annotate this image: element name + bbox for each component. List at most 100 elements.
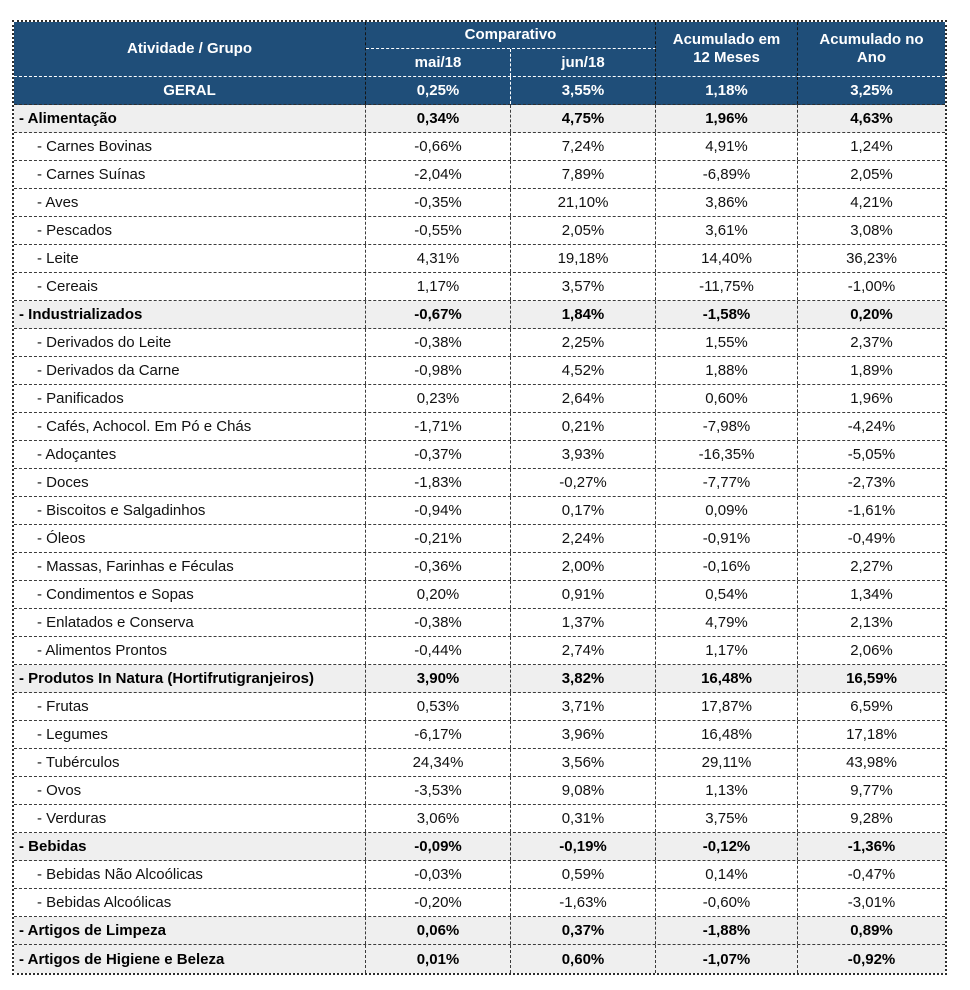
row-value-ano: 6,59% [850, 698, 893, 715]
row-value-ano: -0,49% [847, 530, 896, 547]
row-value-ano: 0,89% [850, 922, 893, 939]
row-label: - Derivados da Carne [14, 357, 366, 384]
table-row: - Legumes -6,17% 3,96% 16,48% 17,18% [14, 721, 945, 749]
header-comparativo-label: Comparativo [464, 26, 557, 43]
row-value-mai18: -0,55% [366, 217, 511, 244]
row-label: - Cafés, Achocol. Em Pó e Chás [14, 413, 366, 440]
row-value-jun18: 2,24% [511, 525, 656, 552]
row-value-jun18: -0,19% [511, 833, 656, 860]
row-value-jun18: 7,24% [511, 133, 656, 160]
row-value-jun18: 21,10% [511, 189, 656, 216]
header-jun18: jun/18 [511, 49, 656, 76]
row-label: - Condimentos e Sopas [14, 581, 366, 608]
row-label: - Verduras [14, 805, 366, 832]
row-value-jun18: 4,52% [511, 357, 656, 384]
table-row: - Leite 4,31% 19,18% 14,40% 36,23% [14, 245, 945, 273]
row-value-12meses: 1,13% [656, 777, 798, 804]
row-value-jun18: 2,64% [511, 385, 656, 412]
row-value-mai18: -3,53% [366, 777, 511, 804]
row-value-ano: -1,00% [847, 278, 896, 295]
row-value-ano: 4,21% [850, 194, 893, 211]
row-value-jun18: 1,84% [511, 301, 656, 328]
row-label: - Alimentação [14, 105, 366, 132]
table-row: - Cereais 1,17% 3,57% -11,75% -1,00% [14, 273, 945, 301]
row-value-12meses: 0,14% [656, 861, 798, 888]
header-acumulado-12-line1: Acumulado em [672, 31, 781, 48]
row-value-jun18: -0,27% [511, 469, 656, 496]
row-value-12meses: 16,48% [656, 665, 798, 692]
row-value-ano: 1,34% [850, 586, 893, 603]
row-value-12meses: -1,88% [656, 917, 798, 944]
row-value-12meses: 4,79% [656, 609, 798, 636]
row-value-jun18: 0,60% [511, 945, 656, 973]
row-value-ano: -2,73% [847, 474, 896, 491]
row-value-mai18: 0,20% [366, 581, 511, 608]
row-value-ano: -3,01% [847, 894, 896, 911]
table-row: - Carnes Bovinas -0,66% 7,24% 4,91% 1,24… [14, 133, 945, 161]
row-label: - Enlatados e Conserva [14, 609, 366, 636]
row-value-ano: 2,05% [850, 166, 893, 183]
row-value-mai18: 0,23% [366, 385, 511, 412]
table-row: - Adoçantes -0,37% 3,93% -16,35% -5,05% [14, 441, 945, 469]
table-row: - Ovos -3,53% 9,08% 1,13% 9,77% [14, 777, 945, 805]
row-label: - Massas, Farinhas e Féculas [14, 553, 366, 580]
row-label: - Carnes Suínas [14, 161, 366, 188]
row-label: - Frutas [14, 693, 366, 720]
row-value-mai18: 3,06% [366, 805, 511, 832]
row-label: - Leite [14, 245, 366, 272]
row-value-12meses: -7,77% [656, 469, 798, 496]
row-value-jun18: 3,57% [511, 273, 656, 300]
table-row: - Frutas 0,53% 3,71% 17,87% 6,59% [14, 693, 945, 721]
row-value-mai18: 0,01% [366, 945, 511, 973]
row-value-ano: 9,28% [850, 810, 893, 827]
row-value-jun18: 0,31% [511, 805, 656, 832]
table-row: - Biscoitos e Salgadinhos -0,94% 0,17% 0… [14, 497, 945, 525]
table-row: - Condimentos e Sopas 0,20% 0,91% 0,54% … [14, 581, 945, 609]
row-value-jun18: 1,37% [511, 609, 656, 636]
row-value-ano: 9,77% [850, 782, 893, 799]
row-label: - Carnes Bovinas [14, 133, 366, 160]
row-value-12meses: 17,87% [656, 693, 798, 720]
table-row: - Bebidas Não Alcoólicas -0,03% 0,59% 0,… [14, 861, 945, 889]
row-value-mai18: -1,83% [366, 469, 511, 496]
row-value-ano: -1,36% [847, 838, 896, 855]
row-value-12meses: -11,75% [656, 273, 798, 300]
row-value-mai18: -0,36% [366, 553, 511, 580]
row-value-ano: -0,47% [847, 866, 896, 883]
row-value-ano: 2,37% [850, 334, 893, 351]
category-row: - Artigos de Limpeza 0,06% 0,37% -1,88% … [14, 917, 945, 945]
row-value-ano: 36,23% [846, 250, 897, 267]
row-value-mai18: -2,04% [366, 161, 511, 188]
row-value-mai18: -0,21% [366, 525, 511, 552]
table-row: - Cafés, Achocol. Em Pó e Chás -1,71% 0,… [14, 413, 945, 441]
row-label: - Bebidas [14, 833, 366, 860]
row-value-mai18: -0,37% [366, 441, 511, 468]
row-value-12meses: -0,91% [656, 525, 798, 552]
row-value-jun18: 19,18% [511, 245, 656, 272]
row-label: - Bebidas Não Alcoólicas [14, 861, 366, 888]
row-value-12meses: -7,98% [656, 413, 798, 440]
row-value-jun18: 0,37% [511, 917, 656, 944]
table-row: - Doces -1,83% -0,27% -7,77% -2,73% [14, 469, 945, 497]
table-row: - Bebidas Alcoólicas -0,20% -1,63% -0,60… [14, 889, 945, 917]
row-value-jun18: 0,59% [511, 861, 656, 888]
table-header: Atividade / Grupo Comparativo mai/18 jun… [14, 22, 945, 76]
geral-summary-row: GERAL 0,25% 3,55% 1,18% 3,25% [14, 76, 945, 105]
header-acumulado-ano-line2: Ano [856, 49, 887, 66]
row-value-jun18: 7,89% [511, 161, 656, 188]
row-value-mai18: 0,06% [366, 917, 511, 944]
row-value-ano: 0,20% [850, 306, 893, 323]
category-row: - Produtos In Natura (Hortifrutigranjeir… [14, 665, 945, 693]
table-row: - Panificados 0,23% 2,64% 0,60% 1,96% [14, 385, 945, 413]
row-label: - Legumes [14, 721, 366, 748]
row-value-mai18: -1,71% [366, 413, 511, 440]
row-label: - Adoçantes [14, 441, 366, 468]
header-jun18-label: jun/18 [561, 53, 605, 71]
row-value-12meses: -6,89% [656, 161, 798, 188]
row-label: - Artigos de Limpeza [14, 917, 366, 944]
row-value-mai18: 3,90% [366, 665, 511, 692]
row-value-ano: 1,96% [850, 390, 893, 407]
row-value-jun18: -1,63% [511, 889, 656, 916]
row-value-ano: -5,05% [847, 446, 896, 463]
row-value-12meses: -0,16% [656, 553, 798, 580]
